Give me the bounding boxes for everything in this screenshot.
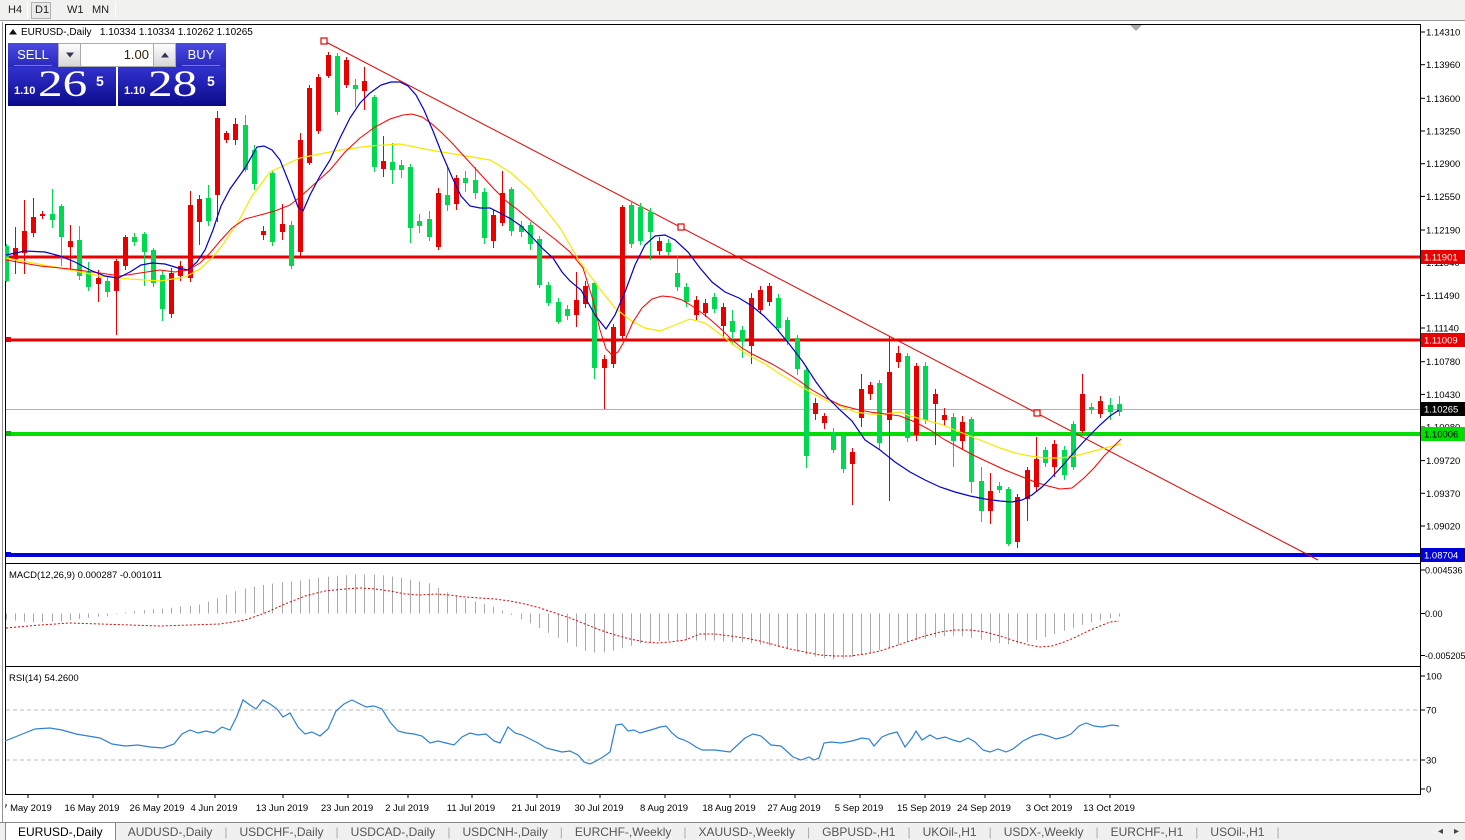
svg-text:15 Sep 2019: 15 Sep 2019 — [897, 803, 951, 814]
svg-text:7 May 2019: 7 May 2019 — [2, 803, 52, 814]
svg-text:30: 30 — [1426, 756, 1437, 767]
svg-text:18 Aug 2019: 18 Aug 2019 — [702, 803, 755, 814]
svg-text:1.12550: 1.12550 — [1426, 192, 1460, 203]
svg-text:5 Sep 2019: 5 Sep 2019 — [835, 803, 884, 814]
svg-text:1.10006: 1.10006 — [1424, 430, 1458, 441]
svg-text:1.13250: 1.13250 — [1426, 127, 1460, 138]
svg-text:1.12190: 1.12190 — [1426, 226, 1460, 237]
svg-text:30 Jul 2019: 30 Jul 2019 — [574, 803, 623, 814]
svg-text:13 Jun 2019: 13 Jun 2019 — [256, 803, 308, 814]
svg-text:1.10780: 1.10780 — [1426, 357, 1460, 368]
svg-text:26 May 2019: 26 May 2019 — [130, 803, 185, 814]
svg-text:1.14310: 1.14310 — [1426, 28, 1460, 39]
svg-text:8 Aug 2019: 8 Aug 2019 — [640, 803, 688, 814]
svg-text:100: 100 — [1426, 672, 1442, 683]
svg-text:23 Jun 2019: 23 Jun 2019 — [321, 803, 373, 814]
svg-text:1.09020: 1.09020 — [1426, 522, 1460, 533]
svg-text:2 Jul 2019: 2 Jul 2019 — [385, 803, 429, 814]
svg-text:1.11901: 1.11901 — [1424, 253, 1458, 264]
svg-text:1.09370: 1.09370 — [1426, 489, 1460, 500]
svg-text:13 Oct 2019: 13 Oct 2019 — [1083, 803, 1135, 814]
svg-text:RSI(14) 54.2600: RSI(14) 54.2600 — [9, 673, 79, 684]
svg-text:1.11490: 1.11490 — [1426, 291, 1460, 302]
svg-text:EURUSD-,Daily 1.10334 1.1033: EURUSD-,Daily 1.10334 1.10334 1.10262 1.… — [21, 27, 253, 38]
svg-text:27 Aug 2019: 27 Aug 2019 — [767, 803, 820, 814]
svg-text:MACD(12,26,9) 0.000287 -0.0010: MACD(12,26,9) 0.000287 -0.001011 — [9, 570, 162, 581]
svg-text:0.00: 0.00 — [1425, 609, 1443, 619]
svg-text:1.13600: 1.13600 — [1426, 94, 1460, 105]
svg-text:1.08704: 1.08704 — [1424, 551, 1458, 562]
svg-text:11 Jul 2019: 11 Jul 2019 — [447, 803, 495, 814]
svg-text:4 Jun 2019: 4 Jun 2019 — [190, 803, 237, 814]
svg-text:1.09720: 1.09720 — [1426, 456, 1460, 467]
svg-text:16 May 2019: 16 May 2019 — [65, 803, 120, 814]
svg-text:-0.005205: -0.005205 — [1425, 651, 1465, 661]
svg-text:3 Oct 2019: 3 Oct 2019 — [1026, 803, 1072, 814]
svg-text:1.13960: 1.13960 — [1426, 60, 1460, 71]
svg-text:1.10265: 1.10265 — [1424, 405, 1458, 416]
svg-text:1.10430: 1.10430 — [1426, 390, 1460, 401]
svg-text:1.11140: 1.11140 — [1426, 324, 1459, 335]
svg-text:1.11009: 1.11009 — [1424, 336, 1458, 347]
svg-text:21 Jul 2019: 21 Jul 2019 — [511, 803, 560, 814]
svg-text:24 Sep 2019: 24 Sep 2019 — [957, 803, 1011, 814]
svg-text:0.004536: 0.004536 — [1425, 566, 1463, 576]
svg-text:1.12900: 1.12900 — [1426, 159, 1460, 170]
svg-text:0: 0 — [1426, 785, 1431, 796]
svg-text:70: 70 — [1426, 706, 1437, 717]
